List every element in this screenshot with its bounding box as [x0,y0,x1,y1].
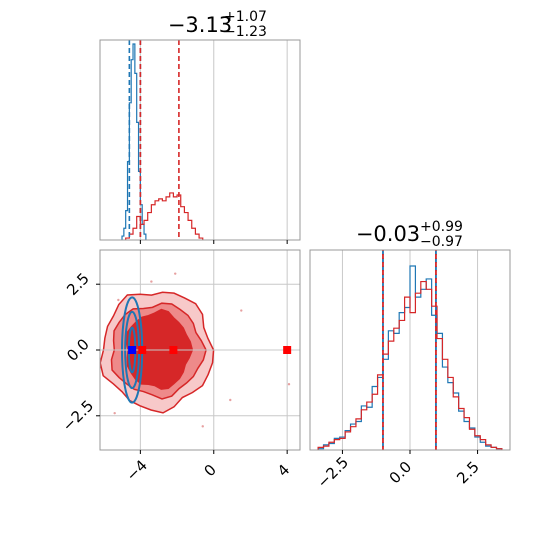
outlier-point-3 [113,411,116,415]
red-histogram [317,280,503,450]
blue-histogram [121,43,147,240]
joint-xtick-label-1: 0 [200,461,219,480]
joint-ytick-label-0: −2.5 [59,397,97,435]
red-histogram [125,192,204,240]
marginal-y-title-sub: −0.97 [420,234,463,250]
marginal-y-xtick-label-0: −2.5 [314,453,352,491]
marginal-y-title: −0.03 [356,222,420,246]
outlier-point-2 [287,383,291,386]
joint-ytick-label-2: 2.5 [63,269,93,299]
marginal-x-title-main: −3.13 [168,13,232,37]
blue-marker-0 [128,346,137,354]
marginal-y-xtick-label-1: 0.0 [386,458,416,488]
joint-ytick-label-1: 0.0 [63,335,93,365]
blue-histogram [317,265,503,450]
marginal-x-title-sub: −1.23 [224,24,267,40]
outlier-point-6 [229,398,232,402]
marginal-x-frame [99,39,301,241]
marginal-y-title-sup: +0.99 [420,219,463,235]
outlier-point-7 [117,298,120,302]
marginal-y-title-main: −0.03 [356,222,420,246]
red-marker-1 [138,346,147,354]
red-marker-2 [169,346,178,354]
outlier-point-1 [240,309,243,312]
outlier-point-4 [201,425,204,428]
marginal-y-xtick-label-2: 2.5 [453,458,483,488]
joint-xtick-label-0: −4 [123,456,151,484]
joint-xtick-label-2: 4 [274,461,293,480]
marginal-x-title-sup: +1.07 [224,9,267,25]
outlier-point-0 [150,280,153,283]
red-marker-3 [283,346,292,354]
joint-panel: −4 0 4 −2.5 0.0 2.5 [59,249,301,485]
marginal-y-panel: −2.5 0.0 2.5 [309,249,511,492]
marginal-x-title: −3.13 [168,13,232,37]
outlier-point-5 [174,272,177,275]
marginal-x-panel [99,39,301,244]
